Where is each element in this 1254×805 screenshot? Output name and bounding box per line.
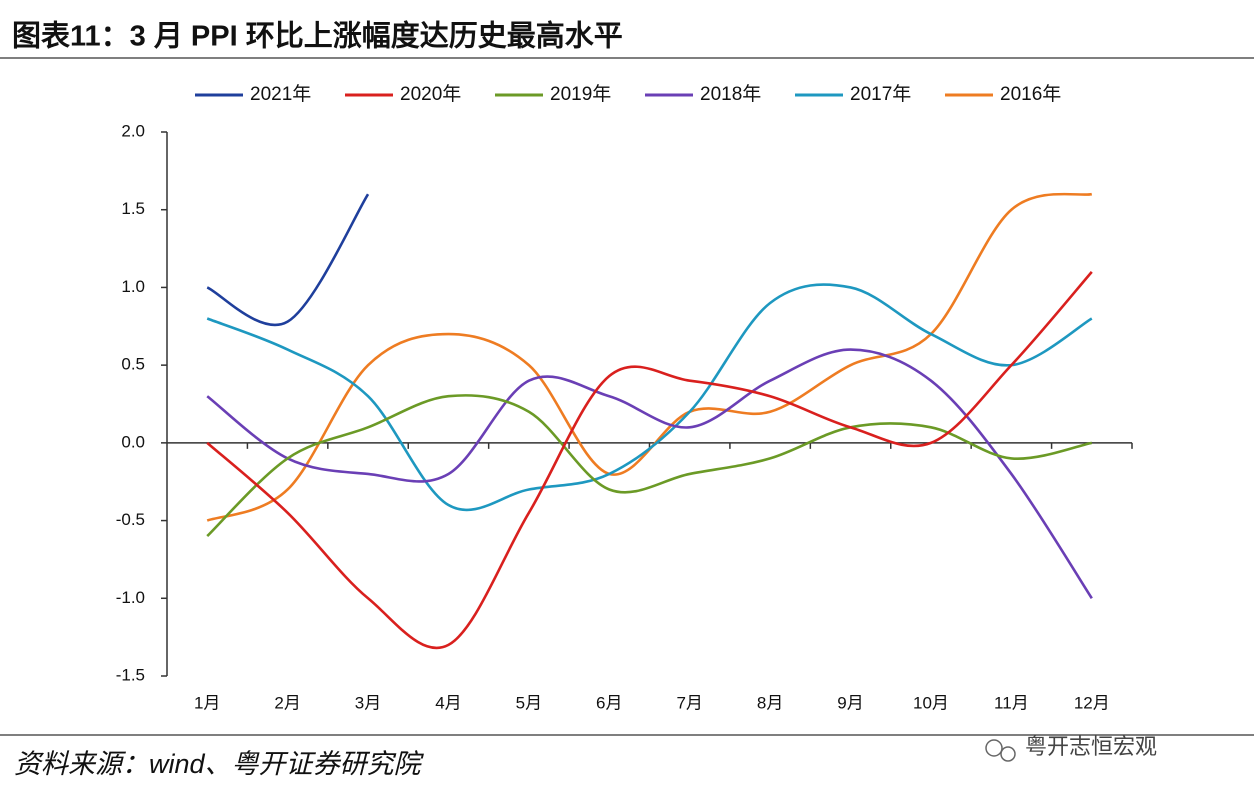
y-tick-label: 1.0 — [121, 277, 145, 296]
y-tick-label: 2.0 — [121, 121, 145, 140]
legend-label: 2017年 — [850, 83, 911, 105]
y-tick-label: 1.5 — [121, 199, 145, 218]
legend-label: 2019年 — [550, 83, 611, 105]
legend-label: 2018年 — [700, 83, 761, 105]
watermark: 粤开志恒宏观 — [1025, 734, 1157, 759]
chart-title: 图表11：3 月 PPI 环比上涨幅度达历史最高水平 — [12, 20, 623, 53]
y-tick-label: -1.5 — [116, 665, 145, 684]
watermark-icon — [985, 739, 1016, 762]
x-tick-label: 9月 — [837, 693, 863, 712]
legend-label: 2016年 — [1000, 83, 1061, 105]
series-line — [206, 394, 1093, 538]
legend-label: 2021年 — [250, 83, 311, 105]
x-tick-label: 1月 — [194, 693, 220, 712]
series-line — [206, 192, 1093, 522]
series-line — [206, 348, 1093, 599]
x-tick-label: 7月 — [676, 693, 702, 712]
y-tick-label: -0.5 — [116, 510, 145, 529]
series-line — [206, 193, 370, 327]
legend-label: 2020年 — [400, 83, 461, 105]
x-tick-label: 2月 — [274, 693, 300, 712]
series-line — [206, 271, 1093, 650]
x-tick-label: 10月 — [913, 693, 949, 712]
x-tick-label: 6月 — [596, 693, 622, 712]
x-tick-label: 12月 — [1074, 693, 1110, 712]
x-tick-label: 4月 — [435, 693, 461, 712]
x-tick-label: 8月 — [757, 693, 783, 712]
source: 资料来源：wind、粤开证券研究院 — [14, 749, 425, 779]
y-tick-label: -1.0 — [116, 588, 145, 607]
x-tick-label: 5月 — [516, 693, 542, 712]
y-tick-label: 0.0 — [121, 432, 145, 451]
series-line — [206, 283, 1093, 512]
x-tick-label: 3月 — [355, 693, 381, 712]
x-tick-label: 11月 — [994, 693, 1029, 712]
y-tick-label: 0.5 — [121, 355, 145, 374]
